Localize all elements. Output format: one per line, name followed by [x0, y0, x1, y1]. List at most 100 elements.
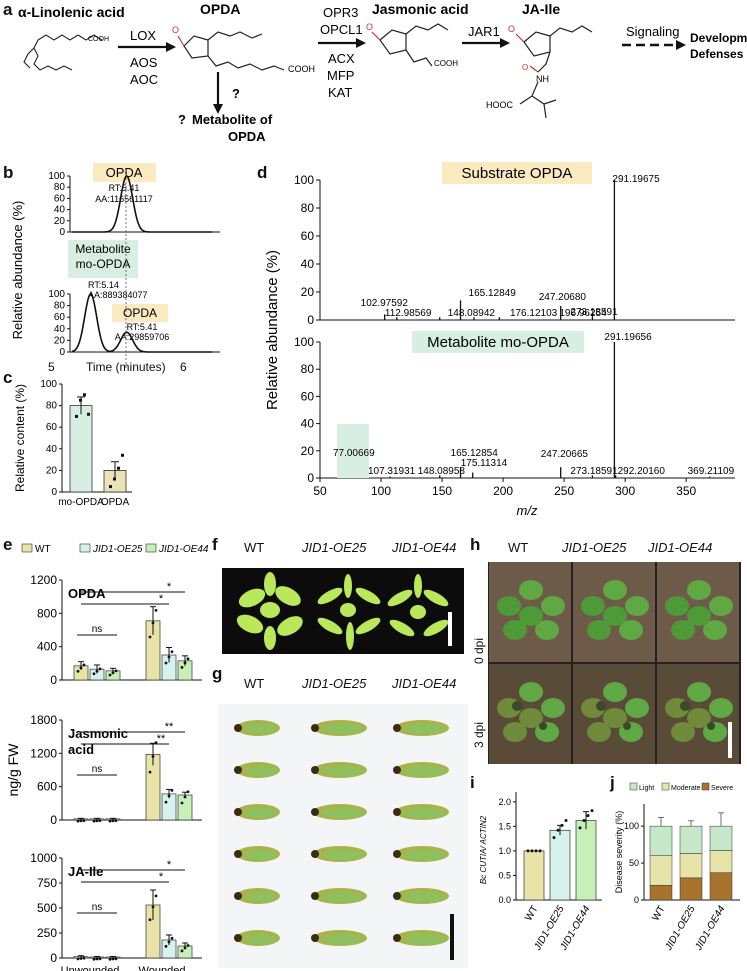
e-ytick-label: 1800: [30, 713, 57, 727]
larva-stripe: [322, 766, 364, 776]
i-ytick-label: 1.5: [498, 821, 511, 831]
larva-stripe: [404, 850, 446, 860]
j-category-label: WT: [650, 904, 667, 923]
e-point: [167, 655, 171, 659]
j-segment-severe: [679, 877, 703, 901]
e-sig-label: *: [167, 859, 172, 871]
panel-f-label-oe44: JID1-OE44: [392, 540, 457, 555]
spec-bot-ytick-label: 60: [301, 389, 315, 403]
i-ylabel: Bc CUTIA/ ACTIN2: [479, 815, 488, 884]
e-point: [183, 946, 187, 950]
enzyme-lox: LOX: [130, 28, 156, 43]
enzyme-opcl1: OPCL1: [320, 22, 363, 37]
panel-label-j: j: [610, 773, 615, 792]
spec-bot-peak-label: 148.08958: [418, 466, 466, 477]
e-legend-label: WT: [35, 544, 51, 555]
e-ytick-label: 600: [37, 780, 57, 794]
e-point: [108, 957, 112, 961]
spec-bot-peak-label: 369.21109: [688, 466, 735, 477]
enzyme-aoc: AOC: [130, 72, 158, 87]
e-point: [95, 669, 99, 673]
panel-label-a: a: [3, 0, 13, 19]
chromatogram-xtick-5: 5: [48, 360, 55, 374]
e-point: [108, 819, 112, 823]
e-point: [154, 741, 158, 745]
spec-bot-highlight: [337, 424, 369, 478]
j-category-label: JID1-OE25: [663, 904, 698, 954]
panel-f-label-oe25: JID1-OE25: [302, 540, 367, 555]
jaile-nh: NH: [536, 74, 549, 84]
c-point: [117, 466, 120, 470]
e-legend-swatch: [79, 543, 91, 553]
panel-g-label-wt: WT: [244, 676, 265, 691]
i-point: [578, 826, 582, 830]
metabolite-line2: OPDA: [228, 129, 266, 144]
larva-head: [234, 892, 242, 900]
c-ytick-label: 100: [40, 379, 57, 390]
chrom-bot-ytick-label: 40: [54, 324, 66, 335]
chrom-bot-ytick-label: 100: [48, 289, 65, 300]
c-category-label: OPDA: [101, 497, 130, 508]
scale-bar-g: [450, 914, 454, 960]
seedling-leaf: [519, 708, 543, 728]
larva-stripe: [322, 892, 364, 902]
arrow-lox: [118, 42, 176, 52]
e-ytick-label: 1000: [30, 851, 57, 865]
spec-bot-peak-label: 165.12854: [451, 448, 499, 459]
larva: [311, 846, 367, 862]
larva-stripe: [322, 808, 364, 818]
c-point: [121, 453, 124, 457]
metabolite-label-2: mo-OPDA: [76, 257, 131, 271]
j-legend-swatch: [629, 782, 638, 791]
e-point: [82, 956, 86, 960]
e-point: [151, 621, 155, 625]
e-point: [151, 755, 155, 758]
j-segment-light: [679, 825, 703, 854]
outcome-defenses: Defenses: [690, 47, 744, 61]
hormone-levels-chart: WT JID1-OE25 JID1-OE4404008001200OPDAns**0…: [5, 543, 209, 971]
seedling-leaf: [603, 682, 627, 702]
j-legend-label: Severe: [711, 785, 733, 792]
i-point: [526, 849, 530, 853]
e-bar: [177, 794, 193, 821]
enzyme-aos: AOS: [130, 55, 158, 70]
spec-bot-ytick-label: 20: [301, 444, 315, 458]
spec-bot-peak-label: 175.11314: [461, 458, 508, 469]
e-point: [154, 894, 158, 898]
chromatogram-bottom-trace: [71, 293, 212, 353]
panel-h-label-wt: WT: [508, 540, 529, 555]
lesion: [539, 722, 547, 730]
larva-head: [393, 724, 401, 732]
seedling-leaf: [587, 620, 611, 640]
spec-xtick-label: 50: [313, 484, 327, 498]
metabolite-label-1: Metabolite: [75, 242, 131, 256]
e-legend-swatch: [21, 543, 33, 553]
i-point: [552, 836, 556, 840]
spec-top-peak-label: 165.12849: [469, 288, 517, 299]
chromatogram-xlabel: Time (minutes): [86, 360, 166, 374]
larva: [311, 804, 367, 820]
spec-xtick-label: 350: [676, 484, 696, 498]
rosette-illustration: [236, 572, 452, 650]
larva: [234, 804, 280, 820]
i-category-label: WT: [523, 904, 540, 923]
e-point: [186, 657, 190, 661]
e-point: [79, 819, 83, 823]
e-point: [183, 795, 187, 799]
spec-top-ytick-label: 20: [301, 285, 315, 299]
e-point: [114, 957, 118, 961]
lesion: [623, 722, 631, 730]
larva-stripe: [404, 808, 446, 818]
e-point: [170, 936, 174, 940]
larva-stripe: [245, 766, 277, 776]
c-ytick-label: 20: [46, 465, 58, 476]
chrom-top-ytick-label: 0: [59, 227, 65, 238]
larva-stripe: [322, 850, 364, 860]
infection-photo: [488, 562, 741, 764]
e-point: [148, 770, 152, 774]
spec-top-ytick-label: 100: [294, 173, 314, 187]
e-sig-label: *: [159, 871, 164, 883]
chromatogram-bot-rt: RT:5.41: [127, 322, 158, 332]
e-point: [95, 819, 99, 823]
